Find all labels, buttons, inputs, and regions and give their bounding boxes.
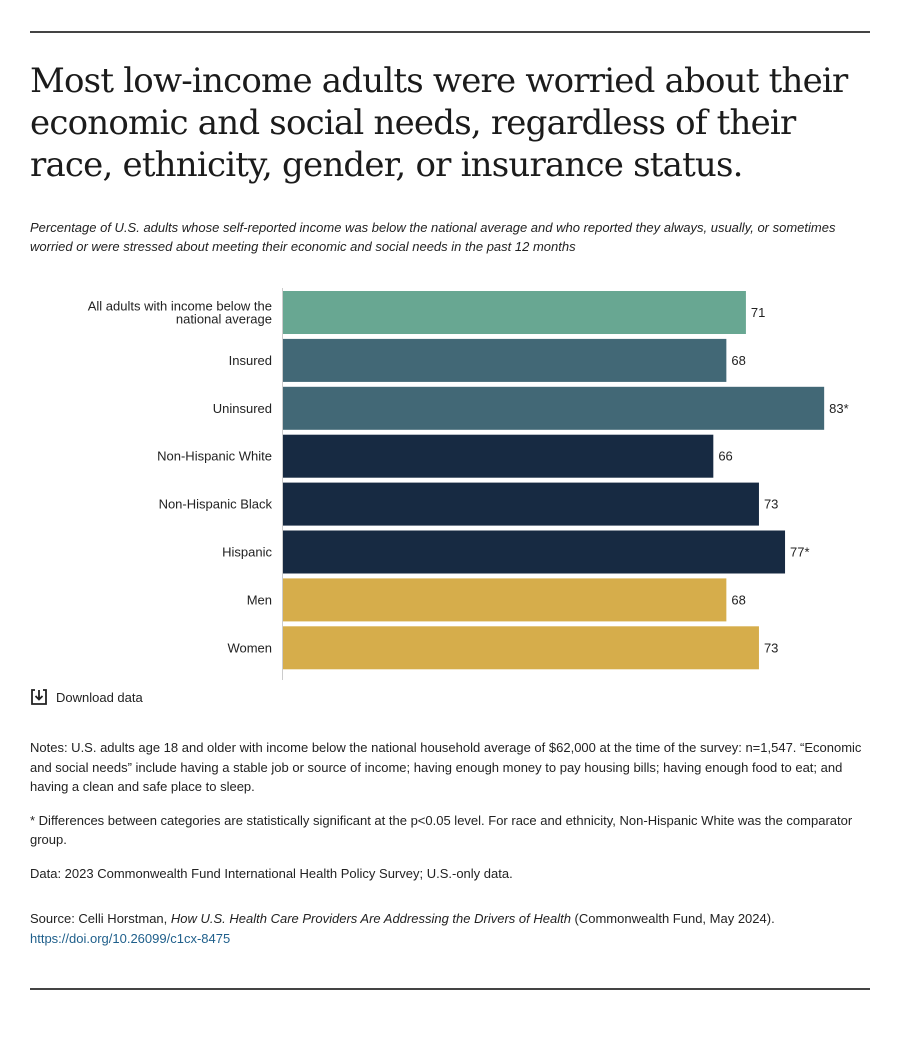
value-label-6: 68 (731, 592, 745, 607)
bar-3 (283, 434, 714, 478)
bar-1 (283, 338, 727, 382)
chart-title: Most low-income adults were worried abou… (30, 61, 848, 185)
source-suffix: (Commonwealth Fund, May 2024). (570, 911, 775, 926)
bar-2 (283, 386, 825, 430)
notes-section: Notes: U.S. adults age 18 and older with… (30, 738, 875, 962)
category-label-3: Non-Hispanic White (157, 449, 272, 464)
category-label-0: All adults with income below the national… (88, 299, 272, 327)
bar-5 (283, 530, 786, 574)
bar-chart: 71 All adults with income below the nation… (88, 288, 849, 680)
chart-subtitle: Percentage of U.S. adults whose self-rep… (30, 220, 836, 254)
value-label-5: 77* (790, 545, 810, 560)
source-prefix: Source: Celli Horstman, (30, 911, 171, 926)
notes-text: Notes: U.S. adults age 18 and older with… (30, 740, 862, 794)
download-data-button[interactable]: Download data (30, 688, 143, 706)
bar-6 (283, 578, 727, 622)
category-label-2: Uninsured (213, 401, 272, 416)
significance-note: * Differences between categories are sta… (30, 812, 853, 848)
data-source-note: Data: 2023 Commonwealth Fund Internation… (30, 865, 513, 881)
category-label-6: Men (247, 592, 272, 607)
value-label-4: 73 (764, 497, 778, 512)
source-doi-link[interactable]: https://doi.org/10.26099/c1cx-8475 (30, 930, 231, 946)
category-label-7: Women (227, 640, 272, 655)
download-icon (31, 689, 47, 705)
bottom-rule (30, 988, 870, 990)
value-label-3: 66 (718, 449, 732, 464)
bar-0 (283, 291, 746, 334)
bar-7 (283, 626, 759, 670)
source-title: How U.S. Health Care Providers Are Addre… (170, 911, 571, 926)
category-label-1: Insured (229, 353, 272, 368)
value-label-1: 68 (731, 353, 745, 368)
bar-4 (283, 482, 759, 526)
value-label-7: 73 (764, 640, 778, 655)
value-label-2: 83* (829, 401, 849, 416)
category-label-4: Non-Hispanic Black (159, 497, 273, 512)
download-data-label: Download data (56, 689, 143, 705)
top-rule (30, 31, 870, 33)
value-label-0: 71 (751, 305, 765, 320)
category-label-5: Hispanic (222, 545, 272, 560)
source-citation: Source: Celli Horstman, How U.S. Health … (30, 909, 875, 948)
